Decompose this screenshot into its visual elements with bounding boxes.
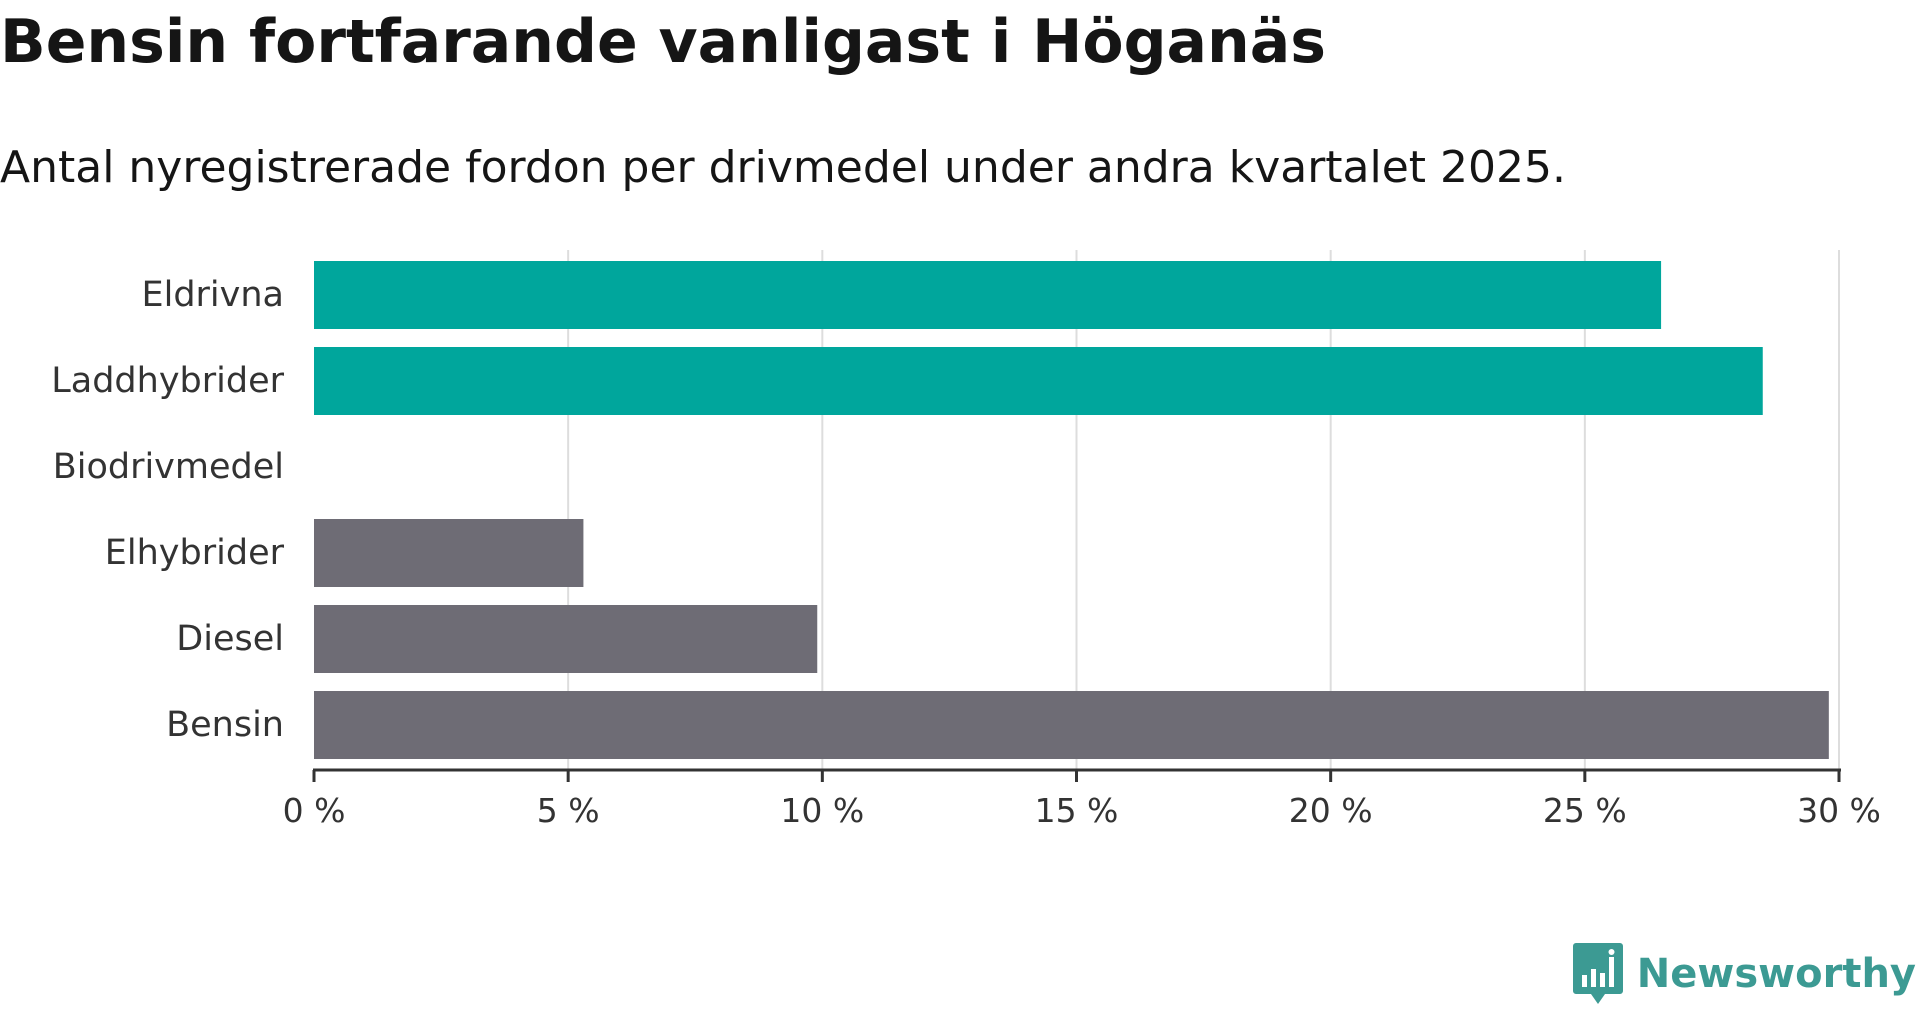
x-tick-label: 20 %: [1289, 791, 1373, 830]
bar-chart: Eldrivna Laddhybrider Biodrivmedel Elhybrid…: [51, 250, 1881, 830]
x-tick-label: 25 %: [1543, 791, 1627, 830]
bars: [314, 261, 1829, 759]
newsworthy-logo-icon: [1572, 943, 1623, 1004]
category-label: Biodrivmedel: [53, 447, 284, 487]
gridlines: [567, 250, 1840, 770]
category-label: Laddhybrider: [51, 361, 284, 401]
bar-elhybrider: [314, 519, 584, 587]
category-label: Bensin: [166, 705, 284, 745]
category-labels: Eldrivna Laddhybrider Biodrivmedel Elhybrid…: [51, 275, 284, 745]
category-label: Eldrivna: [141, 275, 284, 315]
chart-title: Bensin fortfarande vanligast i Höganäs: [0, 7, 1326, 77]
brand-name: Newsworthy: [1636, 951, 1916, 997]
bar-diesel: [314, 605, 818, 673]
x-tick-label: 0 %: [283, 791, 346, 830]
category-label: Elhybrider: [105, 533, 285, 573]
x-axis: 0 % 5 % 10 % 15 % 20 % 25 % 30 %: [283, 768, 1881, 830]
x-tick-label: 10 %: [780, 791, 864, 830]
x-tick-label: 30 %: [1797, 791, 1881, 830]
chart-subtitle: Antal nyregistrerade fordon per drivmede…: [0, 142, 1566, 193]
bar-bensin: [314, 691, 1829, 759]
x-tick-label: 5 %: [537, 791, 600, 830]
newsworthy-brand: Newsworthy: [1572, 938, 1916, 1010]
category-label: Diesel: [176, 619, 284, 659]
x-tick-label: 15 %: [1035, 791, 1119, 830]
bar-laddhybrider: [314, 347, 1763, 415]
bar-eldrivna: [314, 261, 1662, 329]
